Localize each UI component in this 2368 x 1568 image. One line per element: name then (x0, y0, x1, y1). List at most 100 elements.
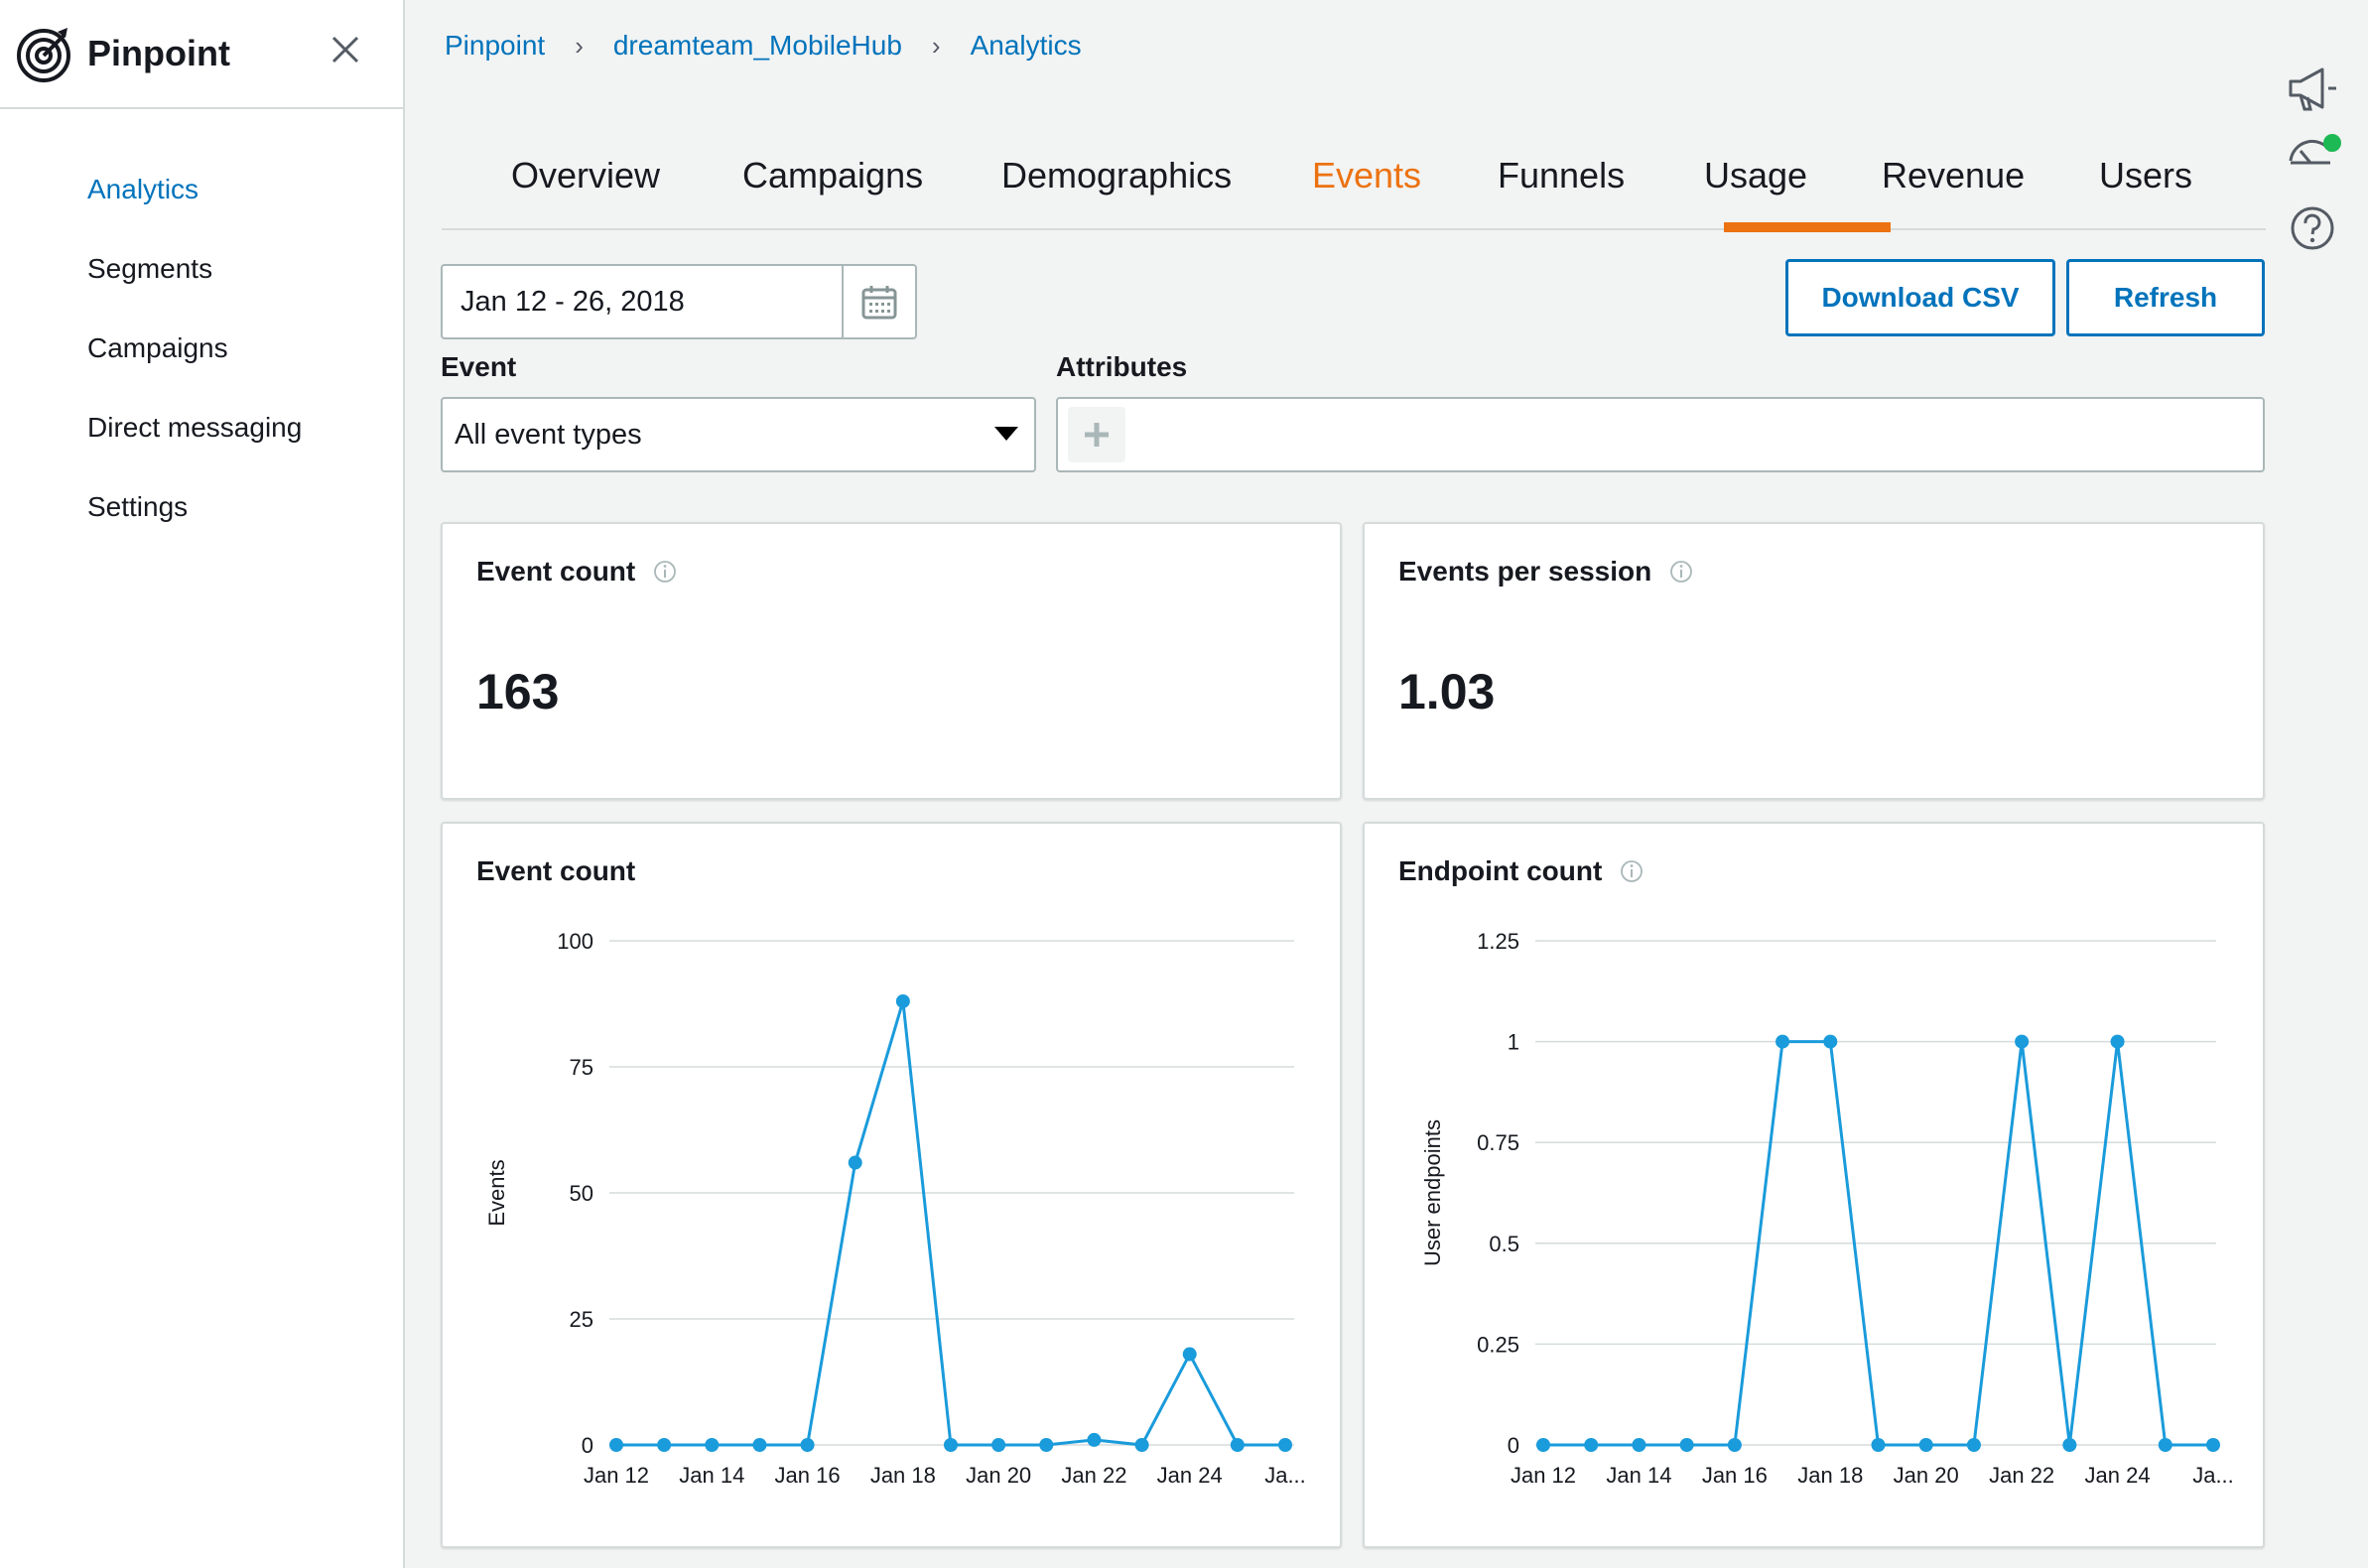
y-tick-label: 0.5 (1489, 1232, 1519, 1256)
tab-bar: Overview Campaigns Demographics Events F… (442, 139, 2266, 232)
help-icon[interactable] (2283, 198, 2342, 258)
x-tick-label: Jan 12 (1511, 1463, 1576, 1488)
series-line (616, 1000, 1285, 1447)
event-count-chart-title: Event count (476, 855, 636, 886)
endpoint-count-chart-card: Endpoint count 0 0.25 0.5 0.75 1 1.25 User end… (1363, 822, 2265, 1548)
sidebar-item-campaigns[interactable]: Campaigns (87, 332, 228, 363)
download-csv-button[interactable]: Download CSV (1785, 259, 2055, 336)
event-type-select[interactable]: All event types (441, 397, 1036, 472)
tab-users[interactable]: Users (2099, 155, 2193, 196)
x-tick-label: Jan 22 (1061, 1463, 1126, 1488)
info-icon[interactable] (1620, 859, 1644, 883)
y-tick-label: 0.75 (1477, 1130, 1519, 1155)
data-point (895, 993, 910, 1008)
x-tick-label: Jan 18 (1797, 1463, 1863, 1488)
event-count-line-chart: 0 25 50 75 100 Events Jan 12 Jan 14 Jan 16 Jan 18… (484, 929, 1306, 1488)
data-point (2206, 1438, 2220, 1452)
calendar-icon (861, 286, 897, 320)
data-point (1584, 1438, 1599, 1452)
data-point (800, 1438, 815, 1452)
chevron-right-icon: › (575, 30, 584, 61)
sidebar-header: Pinpoint (0, 0, 403, 109)
data-point (1230, 1438, 1245, 1452)
data-point (2062, 1438, 2077, 1452)
calendar-button[interactable] (842, 266, 915, 337)
breadcrumb-pinpoint[interactable]: Pinpoint (445, 30, 546, 61)
tab-usage[interactable]: Usage (1704, 155, 1808, 196)
y-tick-label: 1.25 (1477, 929, 1519, 954)
y-tick-label: 0 (582, 1433, 593, 1458)
data-point (1536, 1438, 1550, 1452)
x-tick-label: Jan 14 (679, 1463, 744, 1488)
add-attribute-button[interactable] (1068, 407, 1125, 462)
y-tick-label: 50 (570, 1181, 593, 1206)
x-tick-label: Jan 24 (1157, 1463, 1223, 1488)
data-point (2015, 1034, 2030, 1049)
active-tab-indicator (1724, 222, 1891, 232)
data-point (1087, 1432, 1102, 1447)
x-tick-label: Jan 20 (966, 1463, 1031, 1488)
date-range-value: Jan 12 - 26, 2018 (460, 286, 685, 318)
attributes-field[interactable] (1056, 397, 2265, 472)
events-per-session-metric-card: Events per session 1.03 (1363, 522, 2265, 800)
event-count-chart-card: Event count 0 25 50 75 100 Events Jan 12 Jan 14… (441, 822, 1342, 1548)
x-tick-label: Jan 24 (2085, 1463, 2151, 1488)
tab-campaigns[interactable]: Campaigns (742, 155, 924, 196)
data-point (2110, 1034, 2125, 1049)
card-title: Endpoint count (1398, 855, 1644, 887)
data-point (1278, 1438, 1292, 1452)
data-point (1871, 1438, 1886, 1452)
data-point (944, 1438, 958, 1452)
event-count-title: Event count (476, 556, 636, 587)
event-type-value: All event types (455, 419, 642, 451)
data-point (1632, 1438, 1646, 1452)
sidebar-nav: Analytics Segments Campaigns Direct mess… (0, 109, 403, 556)
chevron-right-icon: › (931, 30, 941, 61)
sidebar-item-settings[interactable]: Settings (87, 491, 189, 522)
tab-events[interactable]: Events (1312, 155, 1422, 196)
breadcrumb-project[interactable]: dreamteam_MobileHub (612, 30, 902, 61)
refresh-button[interactable]: Refresh (2066, 259, 2265, 336)
data-point (1966, 1438, 1981, 1452)
x-tick-label: Jan 20 (1894, 1463, 1959, 1488)
sidebar-item-segments[interactable]: Segments (87, 253, 213, 284)
data-point (1134, 1438, 1149, 1452)
events-per-session-title: Events per session (1398, 556, 1652, 587)
data-point (657, 1438, 672, 1452)
close-icon[interactable] (324, 28, 367, 71)
date-range-picker[interactable]: Jan 12 - 26, 2018 (441, 264, 917, 339)
y-tick-label: 25 (570, 1307, 593, 1332)
card-title: Event count (476, 556, 677, 588)
info-icon[interactable] (1669, 560, 1693, 584)
data-point (2158, 1438, 2172, 1452)
data-point (848, 1155, 862, 1170)
breadcrumb: Pinpoint › dreamteam_MobileHub › Analyti… (445, 30, 1082, 62)
tab-funnels[interactable]: Funnels (1498, 155, 1626, 196)
attributes-label: Attributes (1056, 351, 1188, 382)
y-tick-label: 1 (1508, 1030, 1519, 1055)
tab-revenue[interactable]: Revenue (1882, 155, 2026, 196)
megaphone-icon[interactable] (2283, 60, 2342, 119)
y-tick-label: 100 (557, 929, 593, 954)
y-tick-label: 0 (1508, 1433, 1519, 1458)
caret-down-icon (994, 427, 1018, 441)
x-tick-label: Jan 22 (1989, 1463, 2054, 1488)
y-tick-label: 75 (570, 1055, 593, 1080)
event-count-metric-card: Event count 163 (441, 522, 1342, 800)
data-point (1776, 1034, 1790, 1049)
x-tick-label: Jan 16 (1702, 1463, 1768, 1488)
sidebar-item-analytics[interactable]: Analytics (87, 174, 199, 204)
tab-demographics[interactable]: Demographics (1001, 155, 1233, 196)
event-count-value: 163 (476, 664, 560, 719)
data-point (1823, 1034, 1838, 1049)
breadcrumb-analytics[interactable]: Analytics (970, 30, 1082, 61)
sidebar: Pinpoint Analytics Segments Campaigns Di… (0, 0, 405, 1568)
sidebar-item-direct-messaging[interactable]: Direct messaging (87, 412, 303, 443)
gauge-status-icon[interactable] (2283, 125, 2342, 185)
data-point (1039, 1438, 1054, 1452)
data-point (1182, 1347, 1197, 1362)
tab-overview[interactable]: Overview (511, 155, 661, 196)
info-icon[interactable] (653, 560, 677, 584)
event-label: Event (441, 351, 517, 382)
card-title: Events per session (1398, 556, 1693, 588)
